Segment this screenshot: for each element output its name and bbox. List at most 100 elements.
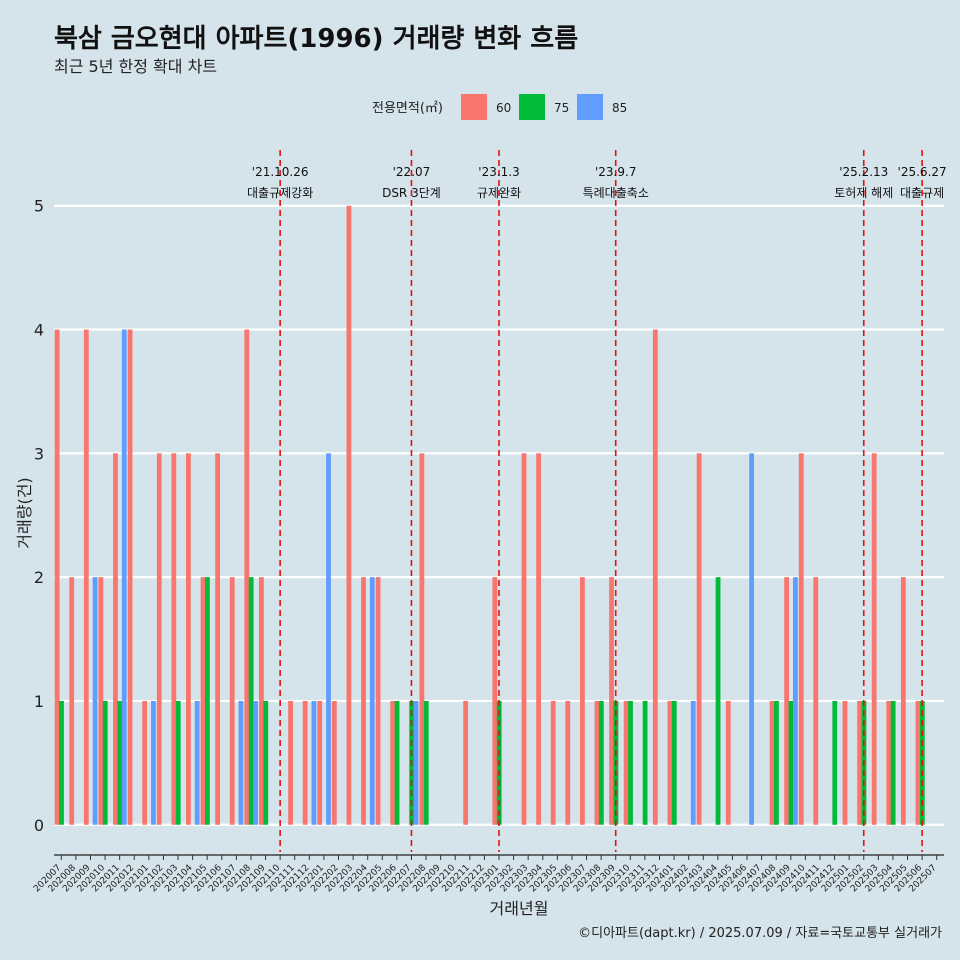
event-date-label: '25.6.27 xyxy=(898,165,947,179)
bar-series-60 xyxy=(375,577,381,825)
bar-series-60 xyxy=(798,453,804,825)
bar-series-75 xyxy=(59,700,64,825)
bar-series-85 xyxy=(121,329,127,825)
bar-series-60 xyxy=(331,700,337,825)
bar-series-85 xyxy=(326,453,331,825)
source-caption: ©디아파트(dapt.kr) / 2025.07.09 / 자료=국토교통부 실… xyxy=(578,926,942,941)
event-date-label: '23.9.7 xyxy=(595,165,636,179)
bar-series-60 xyxy=(171,453,177,825)
bar-series-60 xyxy=(536,453,541,825)
legend-label-60: 60 xyxy=(496,101,511,115)
y-tick-label: 1 xyxy=(34,692,44,711)
bar-series-85 xyxy=(311,700,317,825)
bar-series-60 xyxy=(594,700,600,825)
legend-title: 전용면적(㎡) xyxy=(372,101,443,116)
bar-series-60 xyxy=(463,700,469,825)
bar-series-75 xyxy=(102,700,108,825)
bar-series-60 xyxy=(784,577,790,825)
bar-series-85 xyxy=(369,577,375,825)
bar-series-60 xyxy=(652,329,658,825)
bar-series-60 xyxy=(609,577,614,825)
y-axis-title: 거래량(건) xyxy=(15,477,34,548)
bar-series-85 xyxy=(413,700,419,825)
bar-series-60 xyxy=(127,329,133,825)
bar-series-75 xyxy=(248,577,254,825)
bar-series-60 xyxy=(390,700,396,825)
event-label: 대출규제강화 xyxy=(247,186,313,200)
y-tick-label: 2 xyxy=(34,568,44,587)
event-label: DSR 3단계 xyxy=(382,186,441,200)
bar-series-75 xyxy=(117,700,123,825)
bar-series-60 xyxy=(623,700,629,825)
bar-series-85 xyxy=(238,700,244,825)
bar-series-60 xyxy=(857,700,862,825)
bar-series-85 xyxy=(92,577,98,825)
bar-series-75 xyxy=(774,700,779,825)
event-date-label: '23.1.3 xyxy=(478,165,519,179)
bar-series-75 xyxy=(263,700,269,825)
bar-series-75 xyxy=(715,577,721,825)
bar-series-75 xyxy=(890,700,896,825)
event-date-label: '22.07 xyxy=(393,165,431,179)
bar-series-60 xyxy=(98,577,104,825)
bar-series-75 xyxy=(175,700,181,825)
bar-series-75 xyxy=(628,700,633,825)
bar-series-60 xyxy=(550,700,556,825)
bar-series-85 xyxy=(253,700,258,825)
bar-series-60 xyxy=(229,577,235,825)
event-label: 특례대출축소 xyxy=(583,186,649,200)
bar-series-75 xyxy=(671,700,677,825)
bar-series-75 xyxy=(832,700,838,825)
legend-label-85: 85 xyxy=(612,101,627,115)
bar-series-60 xyxy=(871,453,877,825)
bar-series-60 xyxy=(769,700,775,825)
bar-series-60 xyxy=(69,577,75,825)
bar-series-60 xyxy=(886,700,892,825)
y-tick-label: 5 xyxy=(34,197,44,216)
bar-series-60 xyxy=(288,700,293,825)
bar-series-60 xyxy=(419,453,425,825)
bar-series-60 xyxy=(215,453,220,825)
bar-series-85 xyxy=(749,453,754,825)
chart-title: 북삼 금오현대 아파트(1996) 거래량 변화 흐름 xyxy=(54,24,579,54)
bar-series-60 xyxy=(667,700,673,825)
bar-series-75 xyxy=(598,700,604,825)
bar-series-60 xyxy=(579,577,585,825)
bar-series-60 xyxy=(696,453,702,825)
bar-series-60 xyxy=(565,700,571,825)
bar-series-60 xyxy=(83,329,89,825)
bar-series-60 xyxy=(113,453,118,825)
bar-series-85 xyxy=(792,577,798,825)
y-tick-label: 3 xyxy=(34,444,44,463)
x-axis-title: 거래년월 xyxy=(490,899,549,918)
bar-series-75 xyxy=(394,700,400,825)
bar-series-60 xyxy=(156,453,162,825)
bar-series-60 xyxy=(725,700,731,825)
bar-series-60 xyxy=(142,700,148,825)
bar-series-75 xyxy=(205,577,210,825)
bar-series-85 xyxy=(690,700,696,825)
bar-series-60 xyxy=(258,577,264,825)
event-date-label: '21.10.26 xyxy=(252,165,309,179)
bar-series-60 xyxy=(186,453,191,825)
event-label: 대출규제 xyxy=(900,186,944,200)
bar-series-60 xyxy=(54,329,60,825)
bar-series-85 xyxy=(194,700,200,825)
bar-series-60 xyxy=(915,700,921,825)
legend-label-75: 75 xyxy=(554,101,569,115)
legend-swatch-75 xyxy=(519,94,545,120)
event-date-label: '25.2.13 xyxy=(839,165,888,179)
event-label: 규제완화 xyxy=(477,186,521,200)
bar-series-60 xyxy=(900,577,906,825)
bar-series-60 xyxy=(346,205,352,825)
bar-series-60 xyxy=(521,453,527,825)
legend-swatch-85 xyxy=(577,94,603,120)
bar-series-60 xyxy=(244,329,250,825)
bar-series-60 xyxy=(200,577,206,825)
chart-subtitle: 최근 5년 한정 확대 차트 xyxy=(54,57,218,76)
bar-series-75 xyxy=(788,700,794,825)
bar-series-75 xyxy=(642,700,648,825)
legend-swatch-60 xyxy=(461,94,487,120)
bar-series-60 xyxy=(492,577,498,825)
